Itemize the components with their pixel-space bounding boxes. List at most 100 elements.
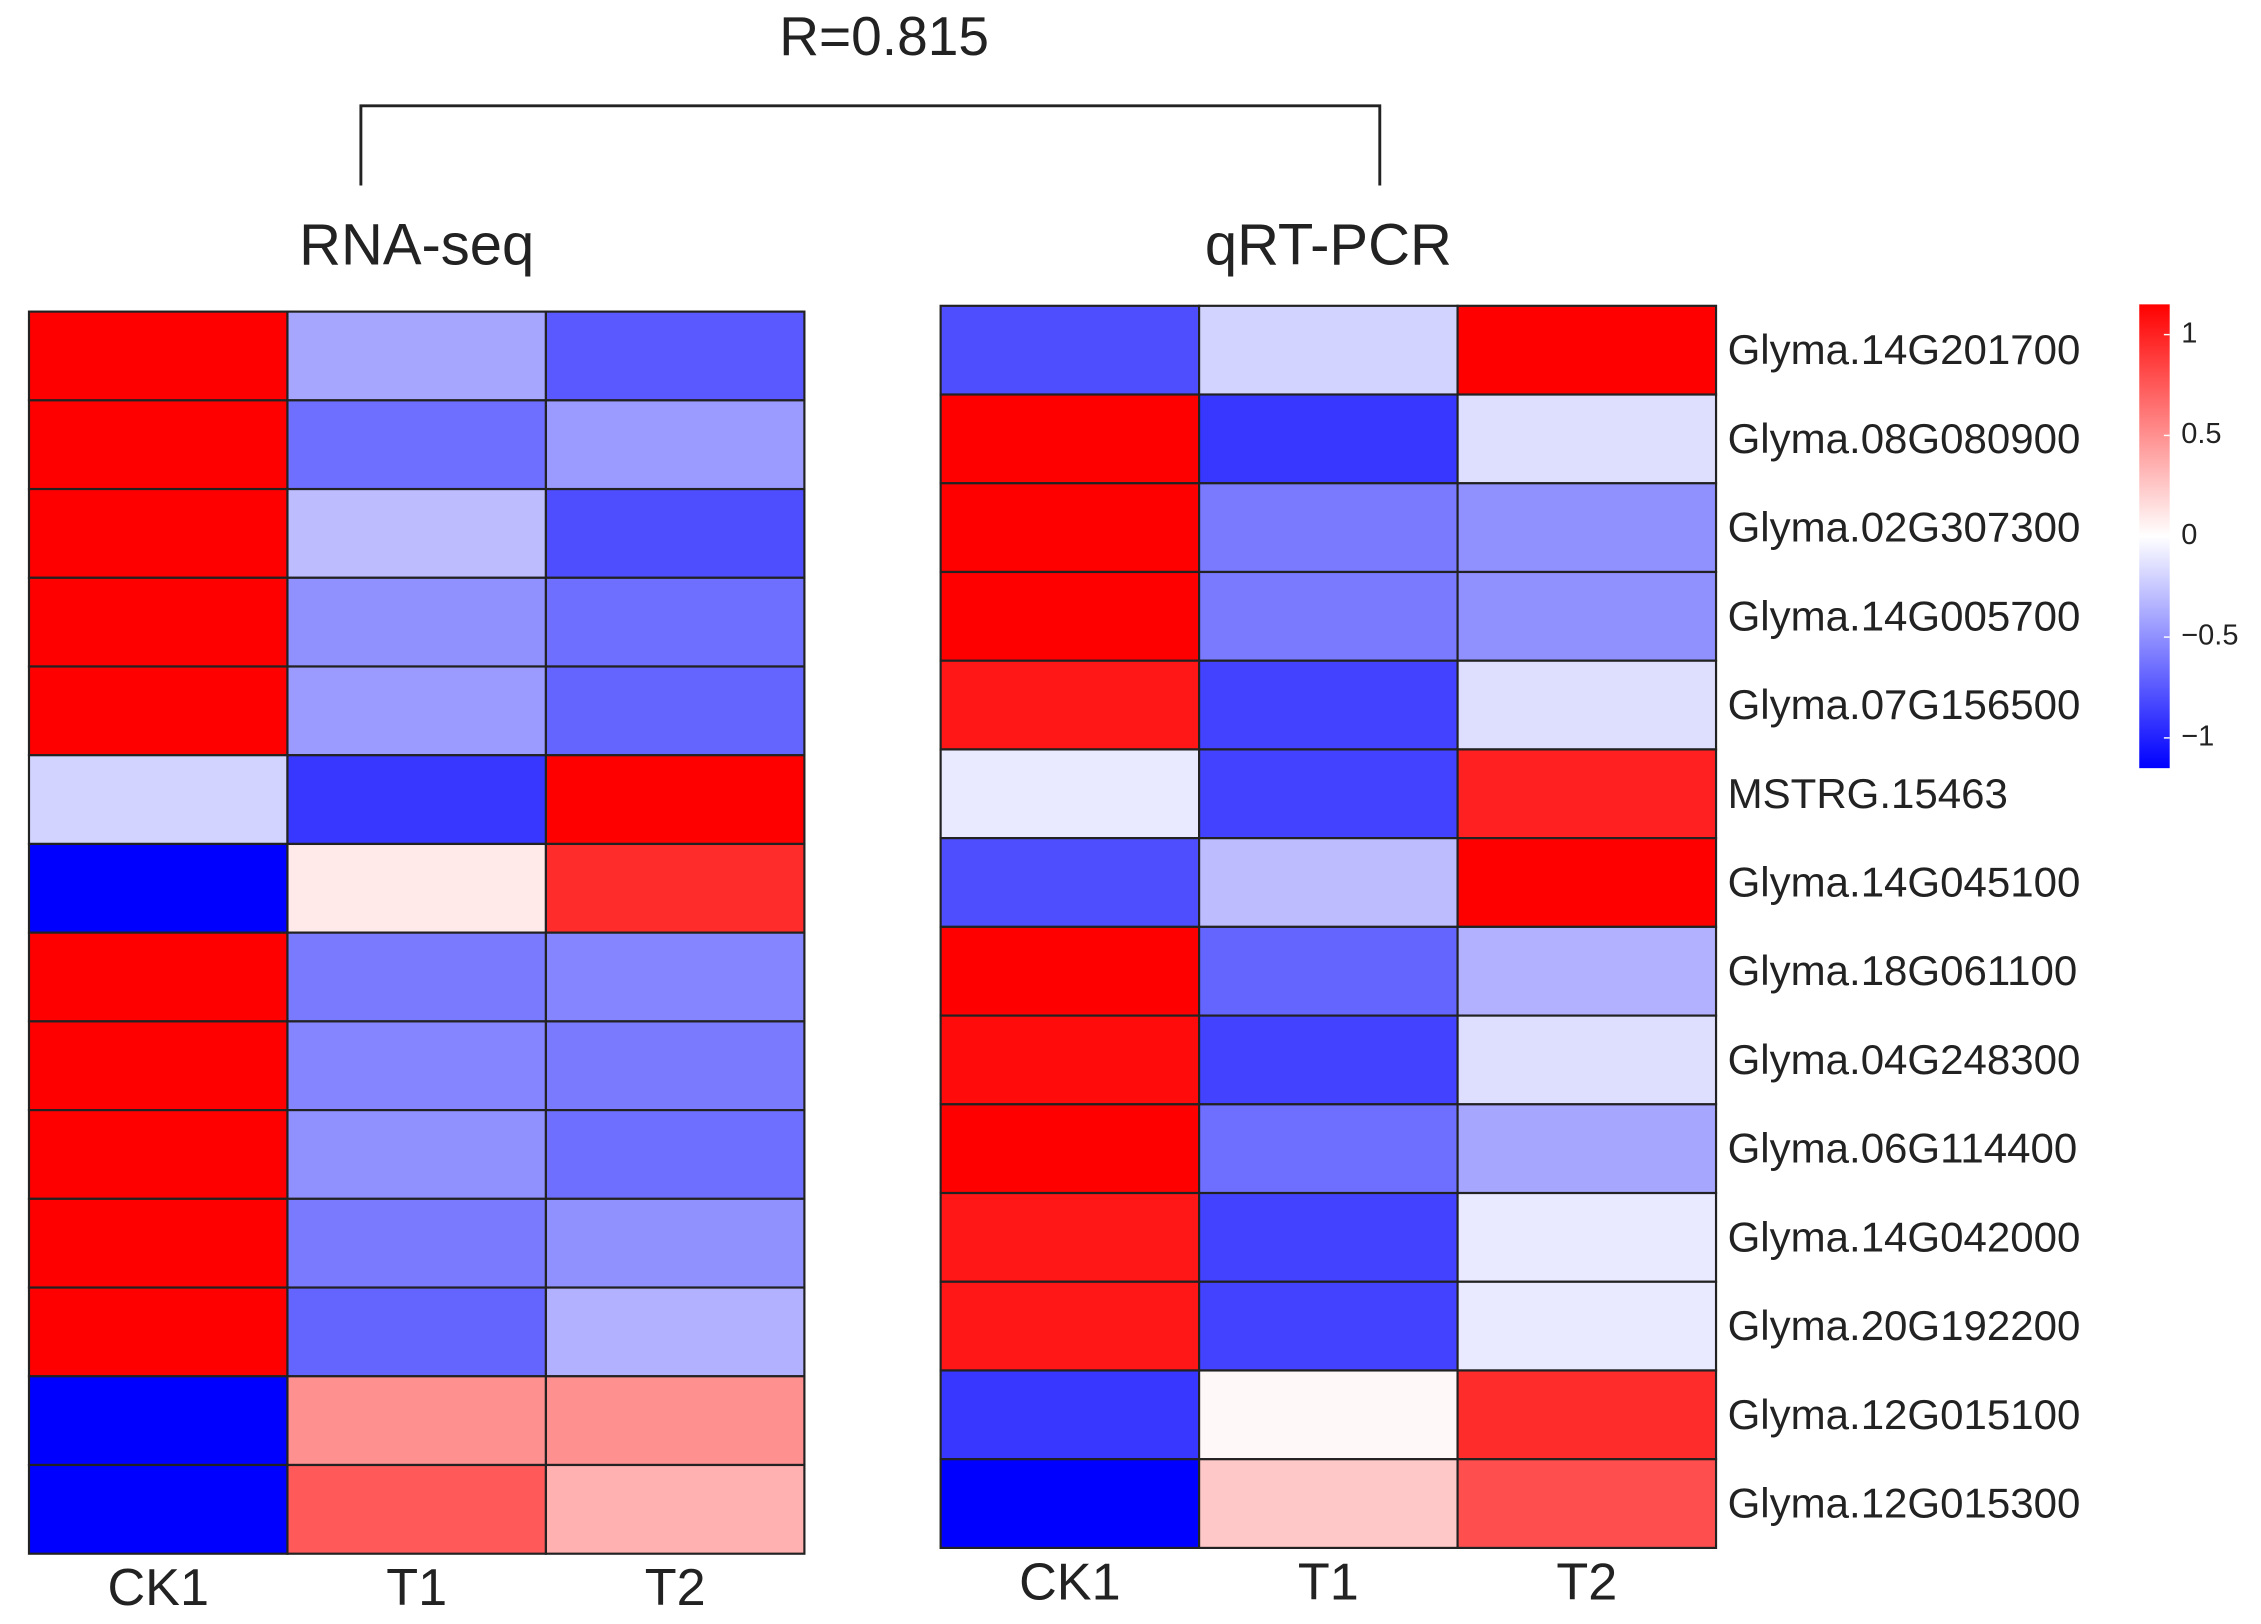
heatmap-cell [1456,1191,1718,1283]
heatmap-cell [286,665,548,757]
heatmap-cell [1198,925,1459,1017]
heatmap-cell [939,1458,1201,1549]
heatmap-cell [939,304,1201,396]
heatmap-cell [286,487,548,579]
heatmap-cell [27,1020,289,1112]
heatmap-cell [286,576,548,668]
heatmap-cell [27,842,289,934]
heatmap-cell [1456,1458,1718,1549]
heatmap-cell [286,1286,548,1378]
column-label: T1 [1298,1553,1359,1611]
heatmap-cell [1456,659,1718,751]
heatmap-cell [544,665,806,757]
heatmap-cell [286,842,548,934]
heatmap-cell [286,1463,548,1555]
heatmap-cell [939,570,1201,662]
heatmap-cell [1456,925,1718,1017]
heatmap-cell [1198,1280,1459,1372]
heatmap-cell [1456,748,1718,840]
heatmap-cell [1456,570,1718,662]
row-label: Glyma.18G061100 [1728,947,2078,994]
heatmap-cell [544,1020,806,1112]
colorbar-tick-label: 1 [2181,317,2197,349]
column-label: T1 [386,1559,447,1617]
heatmap-cell [286,1020,548,1112]
heatmap-cell [1456,1014,1718,1106]
heatmap-cell [27,931,289,1023]
heatmap-cell [544,842,806,934]
heatmap-cell [27,1109,289,1200]
heatmap-cell [27,1463,289,1555]
heatmap-cell [27,1197,289,1289]
heatmap-cell [1198,482,1459,574]
row-label: Glyma.14G201700 [1728,326,2081,373]
heatmap-cell [286,1375,548,1467]
heatmap-cell [1198,1458,1459,1549]
heatmap-cell [1456,1369,1718,1461]
colorbar-tick-label: 0 [2181,519,2197,551]
heatmap-cell [1456,393,1718,485]
heatmap-cell [27,754,289,846]
heatmap-cell [286,310,548,402]
row-label: Glyma.07G156500 [1728,681,2081,728]
heatmap-cell [1456,1103,1718,1195]
row-label: Glyma.20G192200 [1728,1302,2081,1349]
heatmap-cell [939,748,1201,840]
heatmap-cell [1456,837,1718,928]
heatmap-title: RNA-seq [299,214,534,278]
heatmap-cell [1198,393,1459,485]
heatmap-cell [939,1369,1201,1461]
heatmap-cell [939,1280,1201,1372]
column-label: T2 [1556,1553,1617,1611]
heatmap-cell [939,1014,1201,1106]
heatmap-cell [544,754,806,846]
heatmap-cell [27,399,289,491]
heatmap-cell [544,1109,806,1200]
heatmap-cell [939,837,1201,928]
row-label: Glyma.14G045100 [1728,859,2081,906]
colorbar-tick-label: −0.5 [2181,620,2238,652]
row-label: MSTRG.15463 [1728,770,2008,817]
heatmap-cell [1198,1014,1459,1106]
row-label: Glyma.14G042000 [1728,1213,2081,1260]
heatmap-cell [1198,1103,1459,1195]
heatmap-cell [286,399,548,491]
heatmap-cell [1198,659,1459,751]
heatmap-cell [939,482,1201,574]
heatmap-cell [939,393,1201,485]
heatmap-cell [286,1197,548,1289]
heatmap-cell [544,1197,806,1289]
heatmap-cell [544,1286,806,1378]
heatmap-cell [27,310,289,402]
column-label: T2 [645,1559,706,1617]
heatmap-cell [544,310,806,402]
row-label: Glyma.12G015300 [1728,1480,2081,1527]
heatmap-cell [544,399,806,491]
heatmap-cell [544,576,806,668]
heatmap-cell [939,1103,1201,1195]
row-label: Glyma.02G307300 [1728,504,2081,551]
bracket [359,104,1382,186]
column-label: CK1 [107,1559,208,1617]
heatmap-cell [544,487,806,579]
heatmap-cell [1198,837,1459,928]
heatmap-cell [27,1286,289,1378]
heatmap-cell [1198,1191,1459,1283]
column-label: CK1 [1019,1553,1120,1611]
row-label: Glyma.08G080900 [1728,415,2081,462]
row-label: Glyma.04G248300 [1728,1036,2081,1083]
heatmap-cell [27,576,289,668]
heatmap-cell [544,1375,806,1467]
annotation: R=0.815 [779,5,989,67]
row-label: Glyma.14G005700 [1728,592,2081,639]
colorbar-tick-label: −1 [2181,721,2214,753]
heatmap-cell [1198,304,1459,396]
heatmap-cell [939,659,1201,751]
heatmap-cell [1456,482,1718,574]
heatmap-cell [939,925,1201,1017]
heatmap-cell [286,1109,548,1200]
heatmap-title: qRT-PCR [1205,214,1452,278]
heatmap-cell [286,754,548,846]
row-label: Glyma.12G015100 [1728,1391,2081,1438]
